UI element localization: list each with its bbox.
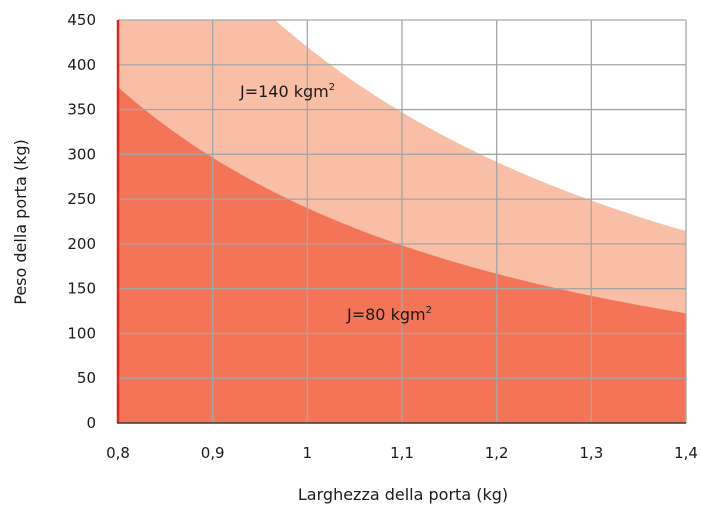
y-tick-label: 150 <box>67 280 96 298</box>
annotation-j140-text: J=140 kgm <box>239 82 329 101</box>
y-tick-label: 350 <box>67 101 96 119</box>
annotation-j140: J=140 kgm2 <box>239 82 335 101</box>
y-tick-label: 250 <box>67 190 96 208</box>
y-tick-label: 50 <box>77 369 96 387</box>
x-tick-label: 0,9 <box>201 444 225 462</box>
y-tick-label: 400 <box>67 56 96 74</box>
y-tick-label: 0 <box>86 414 96 432</box>
x-tick-label: 1,1 <box>390 444 414 462</box>
annotation-j140-sup: 2 <box>329 82 335 93</box>
x-tick-label: 1,3 <box>579 444 603 462</box>
y-tick-label: 200 <box>67 235 96 253</box>
x-axis-label: Larghezza della porta (kg) <box>298 485 508 504</box>
y-tick-label: 300 <box>67 145 96 163</box>
x-tick-label: 1,2 <box>485 444 509 462</box>
x-tick-label: 1 <box>303 444 313 462</box>
annotation-j80-text: J=80 kgm <box>346 305 426 324</box>
y-axis-label: Peso della porta (kg) <box>11 139 30 305</box>
y-tick-label: 450 <box>67 11 96 29</box>
annotation-j80-sup: 2 <box>426 305 432 316</box>
y-tick-label: 100 <box>67 324 96 342</box>
x-tick-label: 0,8 <box>106 444 130 462</box>
x-tick-label: 1,4 <box>674 444 698 462</box>
annotation-j80: J=80 kgm2 <box>346 305 432 324</box>
